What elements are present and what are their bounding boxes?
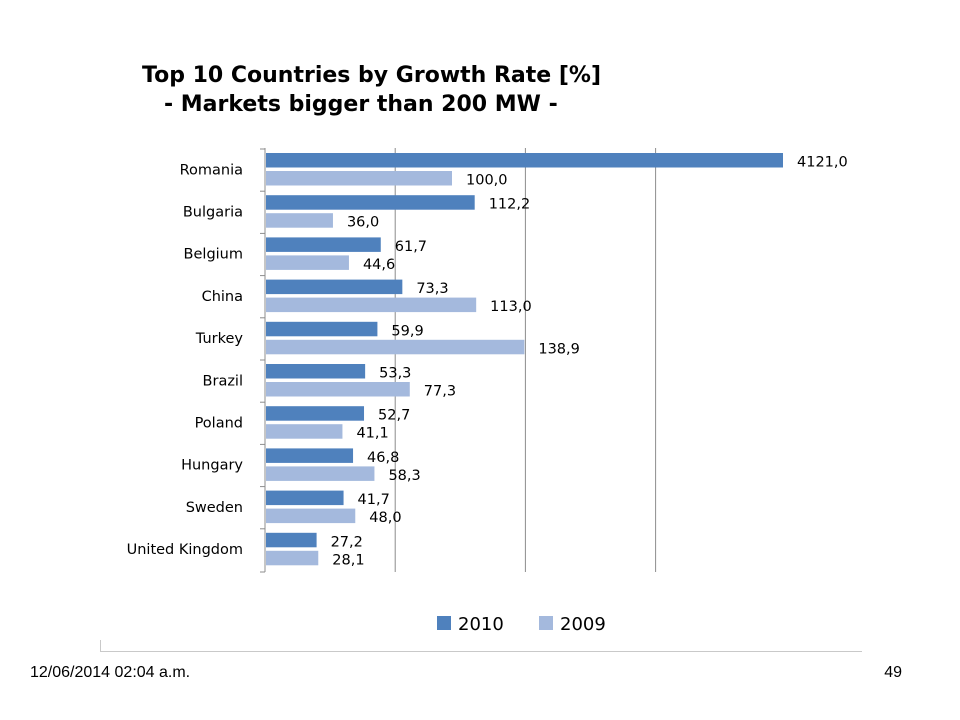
category-label: Turkey	[195, 331, 244, 347]
chart-title-line-1: Top 10 Countries by Growth Rate [%]	[142, 63, 602, 88]
data-label: 58,3	[388, 468, 420, 484]
data-label: 100,0	[466, 173, 508, 189]
data-label: 112,2	[489, 197, 531, 213]
bar-2010	[266, 364, 366, 379]
category-label: Brazil	[203, 373, 243, 389]
slide-divider-tick	[100, 640, 101, 652]
legend-swatch-2010	[437, 616, 451, 630]
category-label: Poland	[195, 415, 243, 431]
chart-title: Top 10 Countries by Growth Rate [%] - Ma…	[0, 62, 720, 119]
data-label: 36,0	[347, 215, 379, 231]
data-label: 61,7	[395, 239, 427, 255]
legend-swatch-2009	[539, 616, 553, 630]
bar-2009	[266, 339, 525, 355]
bar-2010	[266, 237, 381, 252]
legend-label: 2009	[560, 614, 606, 635]
bar-2009	[266, 213, 333, 228]
data-label: 46,8	[367, 450, 399, 466]
data-label: 41,7	[358, 492, 390, 508]
category-label: Bulgaria	[183, 204, 243, 220]
bar-2009	[266, 466, 375, 481]
category-label: Hungary	[181, 458, 243, 474]
bar-2009	[266, 171, 452, 186]
footer-date: 12/06/2014 02:04 a.m.	[30, 664, 191, 681]
bar-2010	[266, 195, 475, 210]
chart-title-line-2: - Markets bigger than 200 MW -	[164, 91, 558, 117]
category-label: United Kingdom	[127, 542, 243, 558]
data-label: 138,9	[538, 341, 580, 357]
data-label: 113,0	[490, 299, 532, 315]
data-label: 59,9	[391, 323, 423, 339]
bar-2010	[266, 448, 354, 463]
category-label: Belgium	[184, 247, 243, 263]
bar-2009	[266, 297, 477, 313]
bar-2009	[266, 255, 349, 270]
data-label: 4121,0	[797, 155, 848, 171]
page-number: 49	[884, 664, 902, 681]
bar-2009	[266, 382, 410, 397]
legend-label: 2010	[458, 614, 504, 635]
category-label: China	[202, 289, 243, 305]
bar-2009	[266, 508, 356, 524]
data-label: 28,1	[332, 552, 364, 568]
category-label: Sweden	[186, 500, 243, 516]
category-label: Romania	[180, 162, 243, 178]
slide-divider	[100, 651, 862, 652]
data-label: 41,1	[356, 426, 388, 442]
data-label: 77,3	[424, 384, 456, 400]
data-label: 27,2	[331, 534, 363, 550]
bar-2010	[266, 490, 344, 506]
bar-2010	[266, 406, 365, 421]
data-label: 44,6	[363, 257, 395, 273]
data-label: 53,3	[379, 366, 411, 382]
bar-2010	[266, 321, 378, 337]
bar-2010	[266, 153, 783, 168]
data-label: 73,3	[416, 281, 448, 297]
bar-2009	[266, 550, 319, 566]
bar-2009	[266, 424, 343, 439]
data-label: 52,7	[378, 408, 410, 424]
bar-2010	[266, 532, 317, 548]
bar-2010	[266, 279, 403, 295]
data-label: 48,0	[369, 510, 401, 526]
